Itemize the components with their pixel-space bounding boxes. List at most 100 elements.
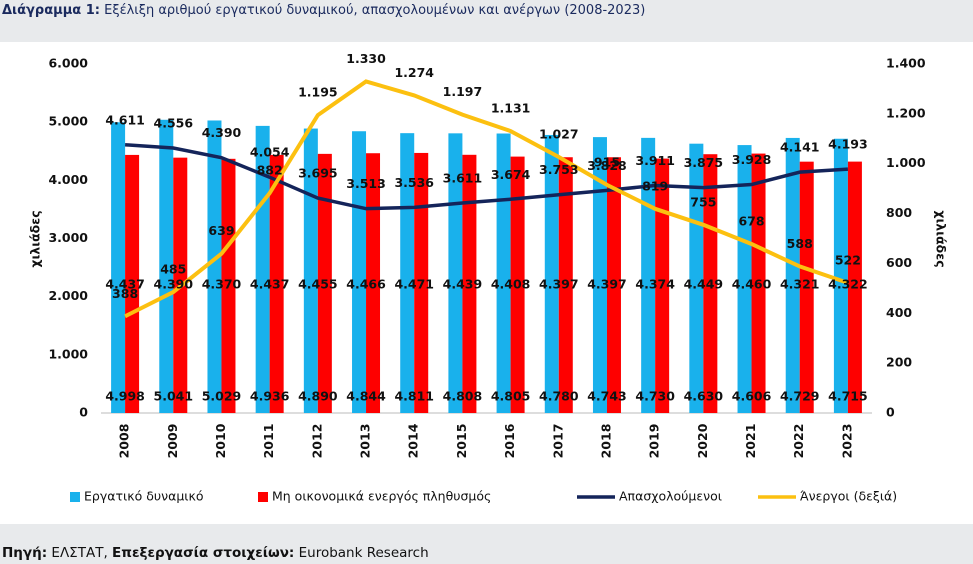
source-label: Πηγή: [2,545,47,561]
y2-tick-label: 600 [886,255,912,270]
data-label: 639 [208,223,234,238]
legend-swatch [258,492,268,502]
bar [159,119,174,413]
bar [221,158,236,413]
data-label: 3.674 [491,167,531,182]
footer-band [0,524,973,564]
processing-label: Επεξεργασία στοιχείων: [112,545,294,561]
bar [751,153,766,413]
data-label: 4.374 [635,277,675,292]
line [124,143,849,211]
y2-tick-label: 1.000 [886,155,926,170]
bar [414,152,429,413]
y-tick-label: 4.000 [48,172,88,187]
y-tick-label: 6.000 [48,56,88,71]
data-label: 4.715 [828,389,868,404]
data-label: 4.408 [491,277,531,292]
data-label: 4.611 [105,112,145,127]
data-label: 4.437 [250,277,290,292]
data-label: 4.455 [298,277,338,292]
bar [606,157,621,413]
data-label: 3.753 [539,162,579,177]
data-label: 1.330 [346,51,386,66]
legend-swatch [70,492,80,502]
bar [303,128,318,413]
bar [799,161,814,413]
x-tick-label: 2014 [406,423,421,458]
data-label: 4.730 [635,389,675,404]
data-label: 4.556 [154,115,194,130]
data-label: 4.471 [394,277,434,292]
y2-axis-label: χιλιάδες [934,210,949,267]
data-label: 4.460 [732,277,772,292]
data-label: 3.911 [635,153,675,168]
data-label: 4.141 [780,140,820,155]
x-tick-label: 2009 [165,424,180,459]
data-label: 1.027 [539,126,579,141]
data-label: 819 [642,178,668,193]
bar [655,158,670,413]
y2-tick-label: 1.400 [886,56,926,71]
bar [400,133,415,414]
data-label: 5.029 [202,389,242,404]
legend-label: Άνεργοι (δεξιά) [800,489,897,504]
data-label: 3.928 [732,152,772,167]
source: Πηγή: ΕΛΣΤΑΤ, Επεξεργασία στοιχείων: Eur… [2,545,429,561]
data-label: 4.805 [491,389,531,404]
bar [207,120,222,414]
data-label: 3.875 [684,155,724,170]
x-tick-label: 2022 [791,424,806,459]
y-axis-label: χιλιάδες [28,210,43,267]
data-label: 4.844 [346,389,386,404]
data-label: 3.536 [394,175,434,190]
x-tick-label: 2016 [502,423,517,458]
data-label: 4.890 [298,389,338,404]
y2-tick-label: 0 [886,405,895,420]
data-label: 882 [257,163,283,178]
title-text: Εξέλιξη αριθμού εργατικού δυναμικού, απα… [104,3,645,18]
x-tick-label: 2012 [309,424,324,459]
title-label: Διάγραμμα 1: [2,3,100,18]
data-label: 4.054 [250,145,290,160]
bar [125,154,140,414]
data-label: 4.390 [154,277,194,292]
bar [462,154,477,414]
processing-text: Eurobank Research [299,545,429,561]
line [124,79,849,319]
bar [689,143,704,413]
x-tick-label: 2008 [117,424,132,459]
data-label: 4.370 [202,277,242,292]
bar [317,153,332,413]
x-tick-label: 2015 [454,424,469,459]
data-label: 4.808 [443,389,483,404]
data-label: 4.606 [732,389,772,404]
data-label: 678 [738,213,764,228]
data-label: 4.397 [587,277,627,292]
x-tick-label: 2018 [598,424,613,459]
data-label: 3.611 [443,170,483,185]
data-label: 4.743 [587,389,627,404]
y2-tick-label: 800 [886,205,912,220]
data-label: 4.780 [539,389,579,404]
bar [833,138,848,413]
data-label: 5.041 [154,389,194,404]
data-label: 3.513 [346,176,386,191]
data-label: 3.828 [587,158,627,173]
x-tick-label: 2017 [550,424,565,459]
bar [366,153,381,413]
data-label: 3.695 [298,166,338,181]
legend-label: Μη οικονομικά ενεργός πληθυσμός [272,489,491,504]
x-tick-label: 2013 [358,424,373,459]
data-label: 4.437 [105,277,145,292]
data-label: 4.439 [443,277,483,292]
bar [544,134,559,414]
x-tick-label: 2021 [743,424,758,459]
data-label: 4.397 [539,277,579,292]
y-tick-label: 0 [79,405,88,420]
header-band [0,0,973,42]
y-tick-label: 2.000 [48,288,88,303]
y-tick-label: 3.000 [48,230,88,245]
data-label: 4.449 [684,277,724,292]
data-label: 4.811 [394,389,434,404]
